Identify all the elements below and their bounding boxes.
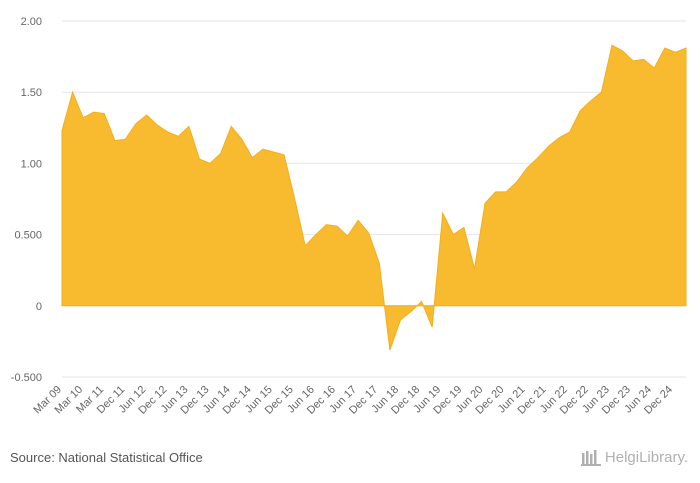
y-axis: 2.00 1.50 1.00 0.500 0 -0.500 [11, 16, 42, 384]
y-tick-label: 1.00 [21, 158, 42, 170]
y-tick-label: 2.00 [21, 16, 42, 28]
data-area [61, 44, 687, 351]
y-tick-label: 0.500 [14, 230, 42, 242]
source-note: Source: National Statistical Office [10, 450, 203, 465]
logo-text: HelgiLibrary. [604, 448, 688, 466]
y-tick-label: 1.50 [21, 87, 42, 99]
y-tick-label: 0 [36, 301, 42, 313]
bookshelf-icon [580, 450, 601, 466]
helgi-library-logo: HelgiLibrary. [580, 448, 688, 466]
y-tick-label: -0.500 [11, 372, 42, 384]
